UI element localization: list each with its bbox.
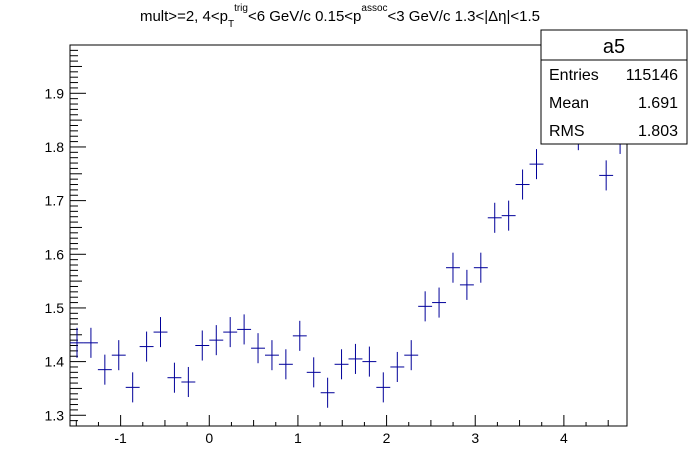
x-tick-label: 4 xyxy=(560,430,568,446)
plot-frame xyxy=(69,44,628,427)
stats-box-title: a5 xyxy=(603,36,625,58)
data-point xyxy=(446,252,460,283)
data-point xyxy=(320,377,335,408)
y-axis: 1.3 1.4 1.5 1.6 1.7 1.8 1.9 xyxy=(45,44,86,427)
data-point xyxy=(432,287,447,318)
data-point xyxy=(404,340,419,371)
data-point xyxy=(348,343,363,374)
stats-label-entries: Entries xyxy=(549,67,599,84)
data-point xyxy=(529,149,544,180)
data-point xyxy=(111,340,126,371)
data-point xyxy=(237,314,252,345)
data-point xyxy=(376,372,391,403)
stats-value-mean: 1.691 xyxy=(638,95,678,112)
y-tick-label: 1.5 xyxy=(45,300,65,316)
data-point xyxy=(473,252,488,283)
data-point xyxy=(70,327,84,358)
x-tick-label: 3 xyxy=(471,430,479,446)
data-point xyxy=(153,317,168,348)
data-point xyxy=(223,317,238,348)
y-tick-label: 1.7 xyxy=(45,193,65,209)
data-point xyxy=(264,340,279,371)
y-tick-label: 1.8 xyxy=(45,139,65,155)
data-point xyxy=(181,366,196,398)
stats-label-mean: Mean xyxy=(549,95,589,112)
data-point xyxy=(306,357,321,388)
x-tick-label: 0 xyxy=(205,430,213,446)
data-point xyxy=(599,160,614,191)
x-tick-label: 1 xyxy=(294,430,302,446)
data-point xyxy=(125,372,140,403)
x-tick-label: -1 xyxy=(114,430,127,446)
stats-value-entries: 115146 xyxy=(626,67,678,84)
data-point xyxy=(97,354,112,385)
data-point xyxy=(487,202,502,233)
y-tick-label: 1.4 xyxy=(45,354,65,370)
stats-box: a5 Entries 115146 Mean 1.691 RMS 1.803 xyxy=(540,29,688,145)
data-point xyxy=(334,349,349,380)
data-point xyxy=(278,349,293,380)
data-point xyxy=(459,269,474,300)
stats-label-rms: RMS xyxy=(549,123,585,140)
y-tick-label: 1.6 xyxy=(45,246,65,262)
data-point xyxy=(390,351,405,382)
data-point xyxy=(195,330,210,361)
data-point xyxy=(362,346,377,377)
data-point xyxy=(251,333,265,364)
data-point xyxy=(83,327,98,358)
data-point xyxy=(515,169,530,200)
y-tick-label: 1.9 xyxy=(45,85,65,101)
data-point xyxy=(139,331,154,362)
y-tick-label: 1.3 xyxy=(45,407,65,423)
stats-box-frame xyxy=(540,29,688,145)
data-point xyxy=(418,291,433,322)
data-point xyxy=(501,200,516,231)
data-point xyxy=(292,320,307,351)
data-point xyxy=(209,325,224,356)
chart-title: mult>=2, 4<pTtrig<6 GeV/c 0.15<passoc<3 … xyxy=(140,3,540,30)
stats-value-rms: 1.803 xyxy=(638,123,678,140)
data-point xyxy=(167,362,182,393)
x-axis: -1 0 1 2 3 4 xyxy=(75,415,609,446)
x-tick-label: 2 xyxy=(383,430,391,446)
